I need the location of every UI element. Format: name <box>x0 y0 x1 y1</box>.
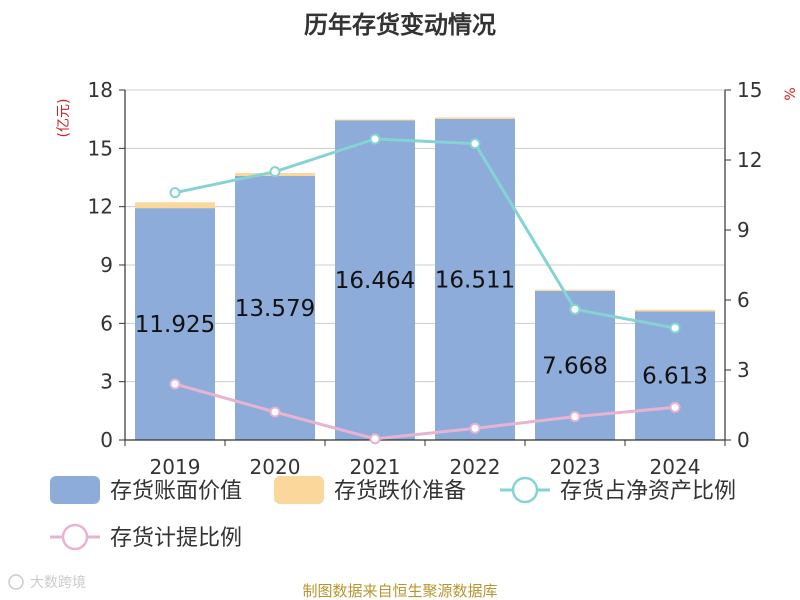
chart-title: 历年存货变动情况 <box>304 11 496 39</box>
bar-reserve <box>435 117 515 119</box>
watermark-text: 大数跨境 <box>30 575 86 591</box>
bar-value-label: 16.464 <box>335 268 415 294</box>
right-tick-label: 15 <box>737 78 762 102</box>
bar-value-label: 7.668 <box>542 353 608 379</box>
bar-book-value <box>335 119 415 440</box>
legend-swatch <box>50 476 100 504</box>
bar-value-label: 16.511 <box>435 267 515 293</box>
legend-label: 存货计提比例 <box>110 526 242 551</box>
left-tick-label: 12 <box>88 195 113 219</box>
watermark: 大数跨境 <box>8 574 86 591</box>
x-tick-label: 2021 <box>350 455 401 479</box>
bar-value-label: 11.925 <box>135 312 215 338</box>
line-point <box>569 303 581 315</box>
left-tick-label: 0 <box>100 428 113 452</box>
right-tick-label: 6 <box>737 288 750 312</box>
legend-marker <box>61 523 89 551</box>
legend-label: 存货占净资产比例 <box>560 479 736 504</box>
legend-label: 存货账面价值 <box>110 479 242 504</box>
source-note: 制图数据来自恒生聚源数据库 <box>302 582 497 600</box>
bar-reserve <box>335 119 415 121</box>
axes: 0 3 6 9 12 15 18 0 3 6 9 12 15 2019 2020 2021 2022 2023 20… <box>88 78 763 479</box>
line-point <box>269 166 281 178</box>
bar-book-value <box>135 208 215 440</box>
legend-marker <box>511 476 539 504</box>
right-tick-label: 3 <box>737 358 750 382</box>
line-point <box>169 187 181 199</box>
lines <box>169 133 681 445</box>
watermark-logo-icon <box>8 574 24 590</box>
line-point <box>469 138 481 150</box>
line-point <box>469 422 481 434</box>
bar-value-label: 13.579 <box>235 296 315 322</box>
bar-reserve <box>535 289 615 291</box>
left-tick-label: 6 <box>100 311 113 335</box>
left-axis-unit: (亿元) <box>56 99 72 138</box>
line-point <box>369 433 381 445</box>
bar-book-value <box>235 175 315 441</box>
x-tick-label: 2019 <box>150 455 201 479</box>
left-tick-label: 18 <box>88 78 113 102</box>
right-tick-label: 12 <box>737 148 762 172</box>
right-tick-label: 0 <box>737 428 750 452</box>
x-tick-label: 2024 <box>650 455 701 479</box>
line-provision-ratio <box>174 382 676 441</box>
bar-value-label: 6.613 <box>642 364 708 390</box>
x-tick-label: 2020 <box>250 455 301 479</box>
line-net-asset-ratio <box>174 137 676 330</box>
line-point <box>569 411 581 423</box>
right-axis-unit: % <box>783 87 799 100</box>
line-point <box>269 406 281 418</box>
gridlines <box>125 89 725 383</box>
line-point <box>169 378 181 390</box>
bars <box>135 117 715 441</box>
x-tick-label: 2022 <box>450 455 501 479</box>
right-tick-label: 9 <box>737 218 750 242</box>
legend-label: 存货跌价准备 <box>334 479 466 504</box>
line-point <box>669 401 681 413</box>
legend-swatch <box>274 476 324 504</box>
data-labels: 11.925 13.579 16.464 16.511 7.668 6.613 <box>135 267 708 389</box>
bar-book-value <box>435 118 515 441</box>
line-point <box>369 133 381 145</box>
x-tick-label: 2023 <box>550 455 601 479</box>
line-point <box>669 322 681 334</box>
left-tick-label: 9 <box>100 253 113 277</box>
bar-reserve <box>135 202 215 209</box>
bar-reserve <box>635 309 715 312</box>
left-tick-label: 15 <box>88 136 113 160</box>
left-tick-label: 3 <box>100 370 113 394</box>
